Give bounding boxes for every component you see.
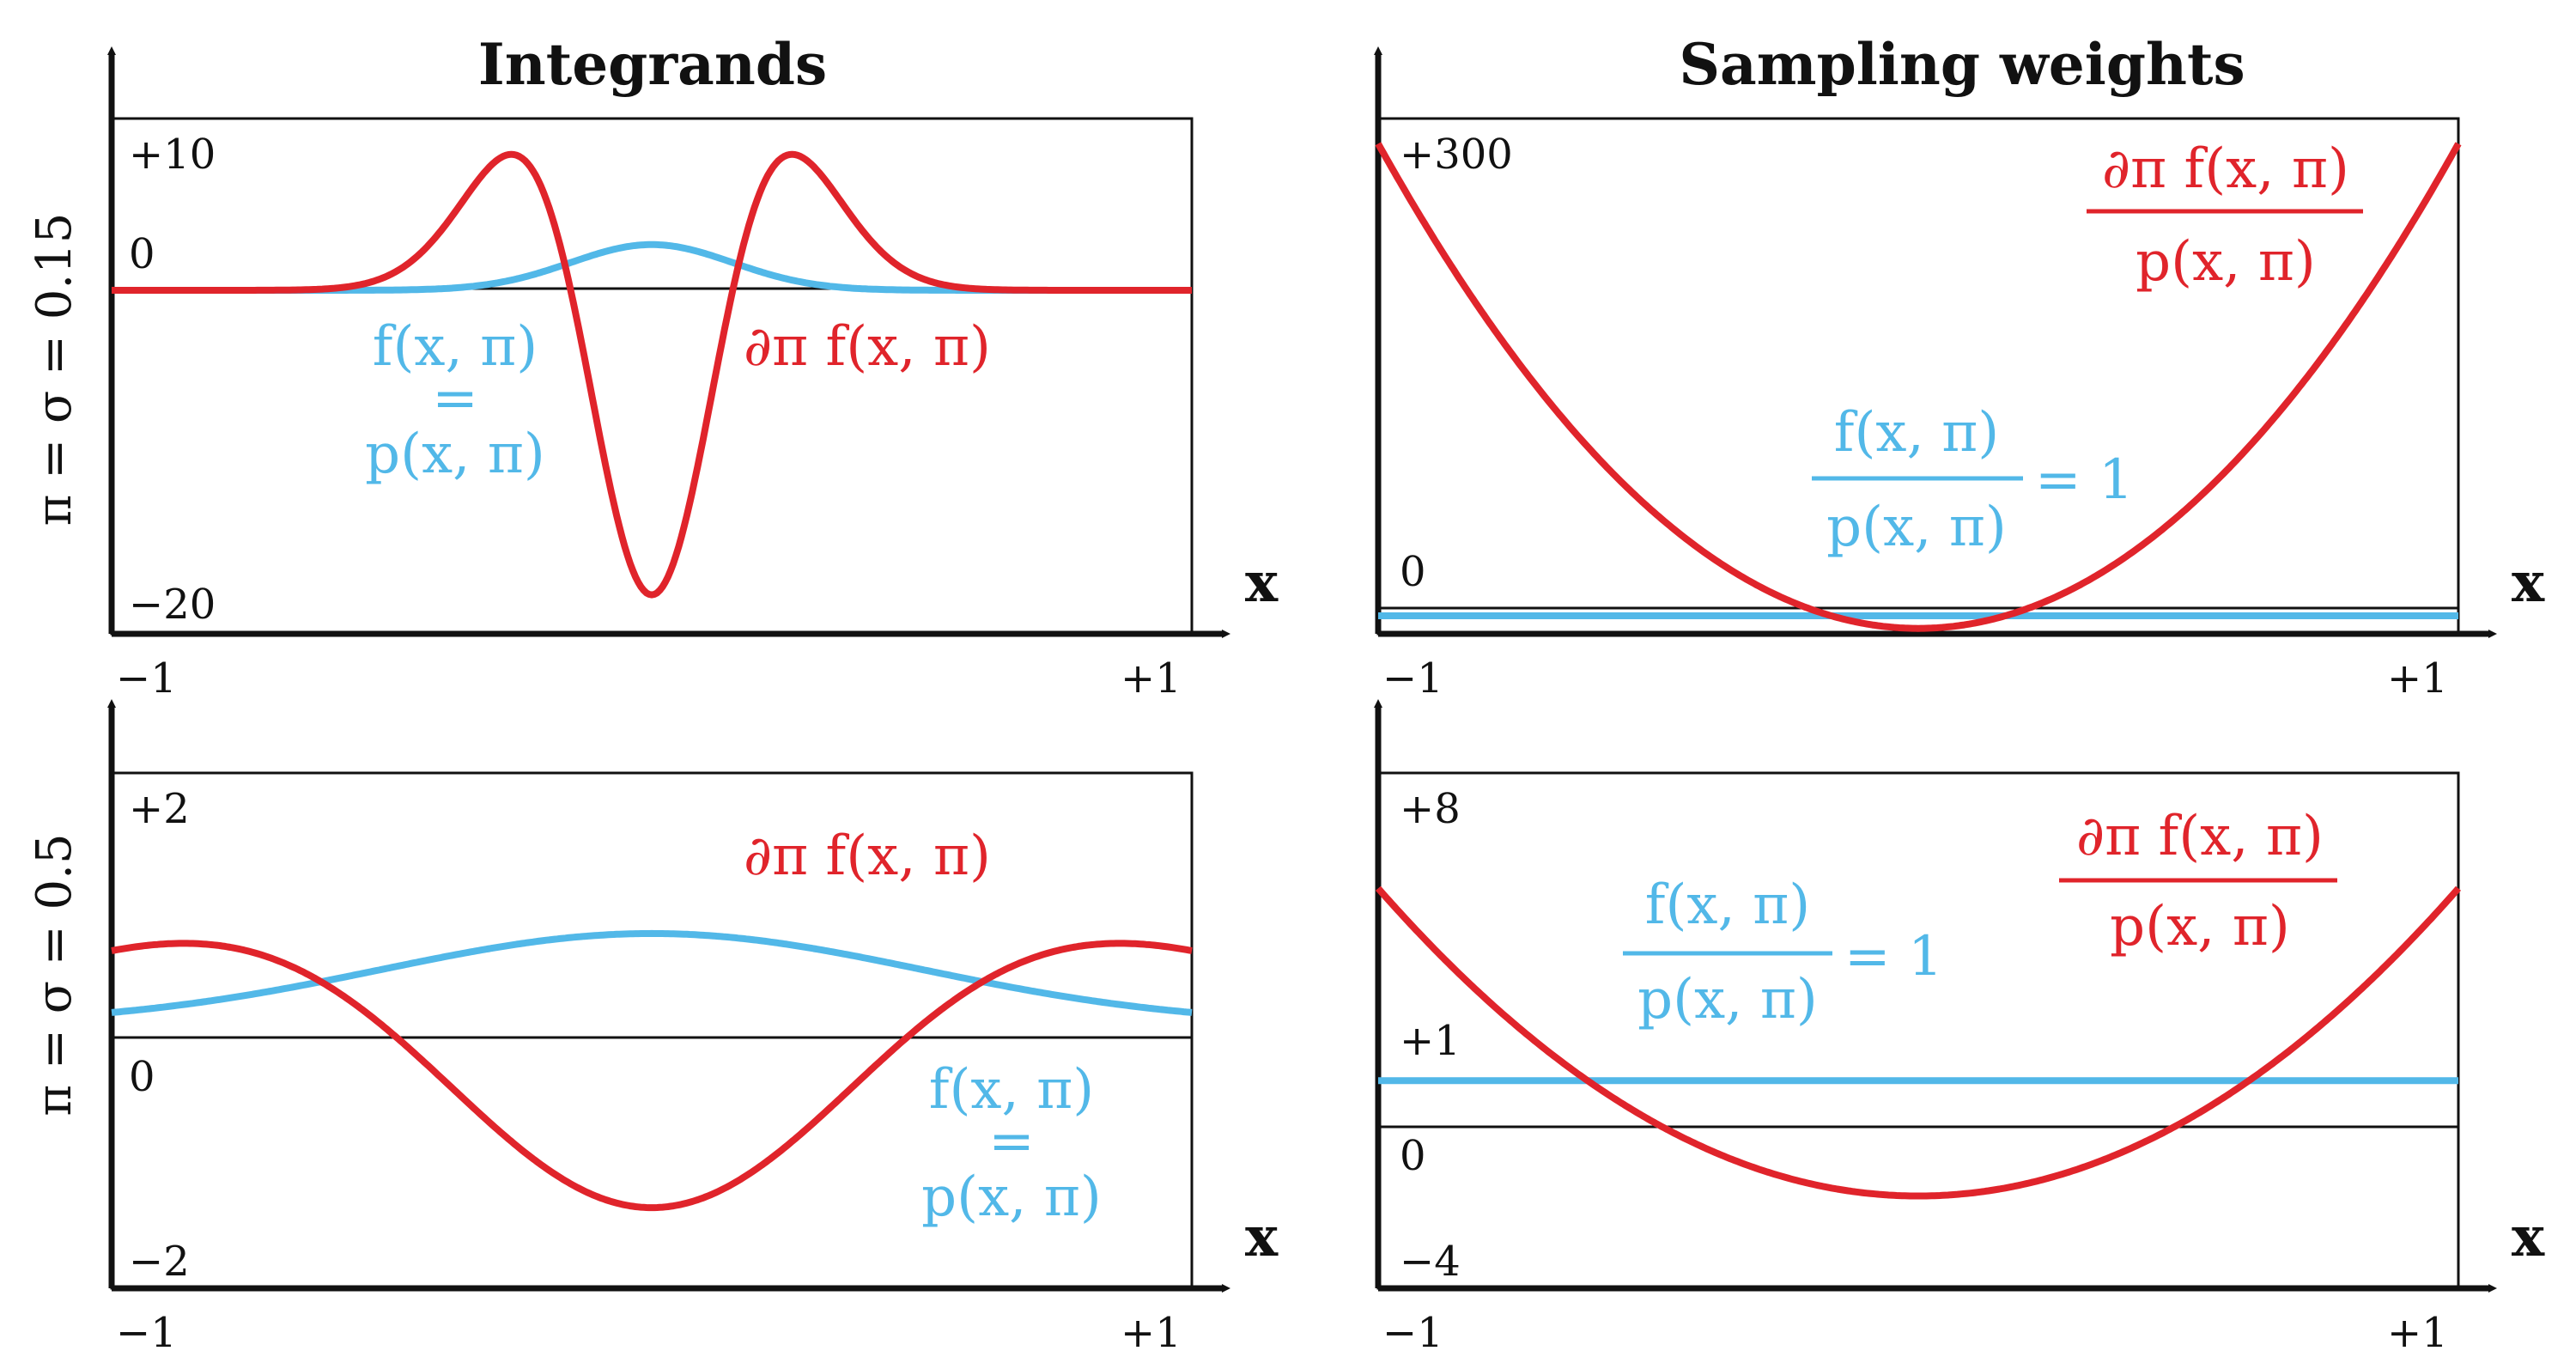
y-tick-label: +10 bbox=[129, 131, 216, 179]
chart-bottom-left: +2 0 −2 −1 +1 x ∂π f(x, π) f(x, π) = p(x… bbox=[107, 699, 1279, 1357]
annotation-derivative-numerator: ∂π f(x, π) bbox=[2076, 805, 2324, 868]
annotation-f: f(x, π) bbox=[373, 315, 538, 379]
y-tick-label: +8 bbox=[1400, 785, 1461, 833]
y-tick-label: +300 bbox=[1400, 131, 1513, 179]
x-tick-label: +1 bbox=[2387, 1309, 2448, 1357]
annotation-derivative-numerator: ∂π f(x, π) bbox=[2102, 137, 2349, 201]
annotation-p: p(x, π) bbox=[365, 423, 545, 486]
series-line-derivative bbox=[1375, 885, 2462, 1200]
y-tick-label: +2 bbox=[129, 785, 190, 833]
annotation-derivative: ∂π f(x, π) bbox=[744, 315, 991, 379]
column-title-integrands: Integrands bbox=[478, 31, 827, 98]
x-tick-label: −1 bbox=[1382, 654, 1443, 703]
x-axis-label: x bbox=[1245, 551, 1279, 615]
y-tick-label: −20 bbox=[129, 581, 216, 629]
annotation-equals-one: = 1 bbox=[1844, 925, 1943, 989]
x-tick-label: −1 bbox=[116, 654, 177, 703]
annotation-f-numerator: f(x, π) bbox=[1834, 401, 1999, 465]
y-tick-label: 0 bbox=[129, 1053, 155, 1101]
y-tick-label: 0 bbox=[129, 230, 155, 278]
x-tick-label: −1 bbox=[1382, 1309, 1443, 1357]
x-tick-label: +1 bbox=[2387, 654, 2448, 703]
annotation-p-denominator: p(x, π) bbox=[1826, 496, 2007, 559]
annotation-p-denominator: p(x, π) bbox=[1637, 968, 1818, 1031]
annotation-f: f(x, π) bbox=[929, 1058, 1094, 1122]
y-tick-label: −2 bbox=[129, 1238, 190, 1286]
y-tick-label: −4 bbox=[1400, 1238, 1461, 1286]
column-title-sampling-weights: Sampling weights bbox=[1679, 31, 2245, 98]
x-tick-label: −1 bbox=[116, 1309, 177, 1357]
series-line-integrand bbox=[111, 240, 1193, 294]
chart-top-right: +300 0 −1 +1 x ∂π f(x, π) p(x, π) f(x, π… bbox=[1374, 46, 2545, 703]
plot-frame bbox=[110, 117, 1194, 636]
chart-bottom-right: +8 +1 0 −4 −1 +1 x ∂π f(x, π) p(x, π) f(… bbox=[1374, 699, 2545, 1357]
series-line-derivative bbox=[111, 150, 1193, 599]
series-line-derivative bbox=[111, 940, 1193, 1212]
row-label-top: π = σ = 0.15 bbox=[27, 213, 82, 526]
row-label-bottom: π = σ = 0.5 bbox=[27, 833, 82, 1116]
y-tick-label: +1 bbox=[1400, 1017, 1461, 1065]
annotation-f-numerator: f(x, π) bbox=[1645, 873, 1810, 937]
x-tick-label: +1 bbox=[1121, 654, 1182, 703]
annotation-equals: = bbox=[988, 1110, 1035, 1173]
series-line-integrand bbox=[111, 929, 1193, 1016]
series-line-derivative bbox=[1375, 142, 2462, 632]
chart-top-left: +10 0 −20 −1 +1 x f(x, π) = p(x, π) ∂π f… bbox=[107, 46, 1279, 703]
annotation-derivative-denominator: p(x, π) bbox=[2136, 230, 2316, 294]
y-tick-label: 0 bbox=[1400, 548, 1426, 596]
annotation-p: p(x, π) bbox=[921, 1165, 1102, 1229]
x-axis-label: x bbox=[2512, 551, 2545, 615]
annotation-equals-one: = 1 bbox=[2035, 448, 2134, 512]
y-tick-label: 0 bbox=[1400, 1132, 1426, 1180]
x-tick-label: +1 bbox=[1121, 1309, 1182, 1357]
annotation-equals: = bbox=[432, 367, 478, 430]
annotation-derivative-denominator: p(x, π) bbox=[2110, 895, 2290, 958]
x-axis-label: x bbox=[2512, 1205, 2545, 1269]
x-axis-label: x bbox=[1245, 1205, 1279, 1269]
annotation-derivative: ∂π f(x, π) bbox=[744, 824, 991, 888]
